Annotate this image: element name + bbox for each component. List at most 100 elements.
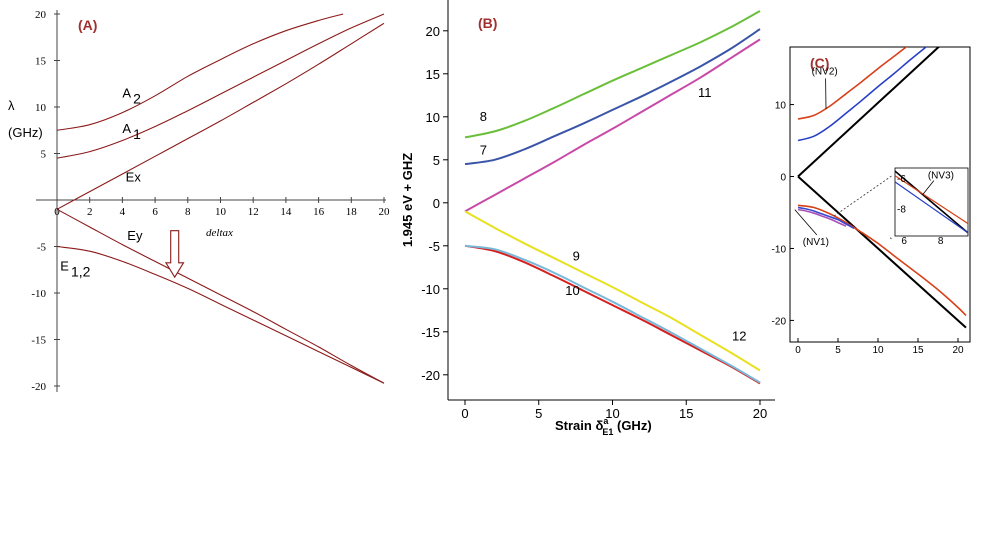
panel-b-series-line xyxy=(464,28,761,166)
panel-c-label: (C) xyxy=(810,55,829,71)
panel-a-x-tick-label: 12 xyxy=(248,206,259,218)
panel-b-x-tick-label: 10 xyxy=(605,406,619,421)
panel-b-series-line xyxy=(464,244,761,385)
panel-c-series-line xyxy=(797,175,967,329)
panel-c-x-tick-label: 20 xyxy=(952,345,964,356)
panel-c-inset-x-tick-label: 8 xyxy=(938,236,944,247)
panel-a-curve-label: E 1,2 xyxy=(60,259,90,280)
panel-c-x-tick-label: 15 xyxy=(912,345,924,356)
panel-a-y-tick-label: 10 xyxy=(35,102,47,114)
panel-a: (A) λ (GHz) deltax 0 2 4 6 8 10 12 14 16 18 202015… xyxy=(8,9,390,393)
panel-a-curve-label-main: A xyxy=(122,121,131,136)
panel-b-ylabel: 1.945 eV + GHZ xyxy=(400,153,415,247)
panel-a-x-tick-label: 14 xyxy=(280,206,292,218)
panel-b-y-tick-label: -10 xyxy=(421,282,440,297)
panel-a-series-line xyxy=(56,13,344,131)
panel-c-series-line xyxy=(797,208,847,227)
panel-a-y-tick-label: 15 xyxy=(35,56,47,68)
panel-a-y-tick-label: -10 xyxy=(31,288,46,300)
panel-c-inset-arrow xyxy=(922,180,935,196)
panel-c-inset-label: (NV3) xyxy=(928,171,954,182)
panel-a-x-tick-label: 20 xyxy=(379,206,391,218)
panel-b-series-label: 8 xyxy=(480,109,487,124)
panel-b-series-line xyxy=(464,10,761,139)
panel-a-series-line xyxy=(56,13,385,159)
panel-c-inset-series xyxy=(895,170,968,234)
panel-c-series-line xyxy=(797,204,967,316)
panel-c-y-tick-label: -10 xyxy=(772,244,787,255)
panel-a-x-tick-label: 8 xyxy=(185,206,191,218)
panel-c-series-line xyxy=(797,47,941,178)
panel-a-label: (A) xyxy=(78,17,97,33)
panel-c-inset-y-tick-label: -8 xyxy=(897,205,906,216)
panel-b-x-tick-label: 20 xyxy=(753,406,767,421)
panel-c-annotation-arrow xyxy=(794,209,818,236)
panel-a-series-line xyxy=(56,245,385,384)
panel-a-y-tick-label: -15 xyxy=(31,335,46,347)
panel-a-xlabel: deltax xyxy=(206,227,233,239)
panel-b-label: (B) xyxy=(478,15,497,31)
panel-b-xlabel: Strain δa E1 (GHz) xyxy=(555,416,652,437)
panel-b-y-tick-label: 20 xyxy=(426,24,440,39)
panel-a-arrow xyxy=(164,230,185,279)
panel-a-curve-label-sub: 1,2 xyxy=(71,264,91,280)
panel-b-series-label: 9 xyxy=(573,248,580,263)
panel-a-curve-label-main: A xyxy=(122,86,131,101)
panel-a-x-tick-label: 18 xyxy=(346,206,358,218)
panel-b-x-tick-label: 15 xyxy=(679,406,693,421)
panel-b-series-line xyxy=(464,210,761,372)
panel-a-x-tick-label: 10 xyxy=(215,206,227,218)
panel-a-ylabel-symbol: λ xyxy=(8,98,15,113)
panel-a-y-tick-label: -5 xyxy=(37,242,47,254)
panel-a-series-line xyxy=(56,208,385,384)
panel-a-x-tick-label: 16 xyxy=(313,206,325,218)
panel-b-series-label: 12 xyxy=(732,328,746,343)
panel-b-series-label: 7 xyxy=(480,143,487,158)
panel-b-y-tick-label: -20 xyxy=(421,368,440,383)
panel-c-y-tick-label: -20 xyxy=(772,316,787,327)
panel-c-frame xyxy=(789,46,971,343)
panel-c-inset-line xyxy=(895,181,968,234)
panel-b-x-tick-label: 5 xyxy=(535,406,542,421)
panel-c-y-tick-label: 10 xyxy=(775,101,787,112)
panel-c-series-line xyxy=(797,47,908,120)
panel-a-x-tick-label: 4 xyxy=(120,206,126,218)
panel-b-y-tick-label: 15 xyxy=(426,67,440,82)
panel-a-y-tick-label: 20 xyxy=(35,9,47,21)
panel-b-x-tick-label: 0 xyxy=(461,406,468,421)
panel-a-curve-label-main: E xyxy=(60,259,69,274)
panel-a-curve-label: Ex xyxy=(126,169,142,184)
panel-a-curve-label: Ey xyxy=(127,228,143,243)
panel-a-x-tick-label: 0 xyxy=(54,206,60,218)
panel-b-y-tick-label: -5 xyxy=(428,239,440,254)
panel-b-y-tick-label: 0 xyxy=(433,196,440,211)
panel-c-zoom-connector xyxy=(833,174,894,217)
panel-b-series-label: 11 xyxy=(698,85,712,100)
panel-c-inset-y-tick-label: -6 xyxy=(897,174,906,185)
panel-c-series-line xyxy=(797,206,855,230)
panel-b-y-tick-label: -15 xyxy=(421,325,440,340)
panel-b-series-label: 10 xyxy=(565,283,579,298)
panel-a-x-tick-label: 6 xyxy=(152,206,158,218)
panel-a-curve-label-sub: 2 xyxy=(133,91,141,107)
panel-a-curve-label-sub: 1 xyxy=(133,126,141,142)
panel-b-series-line xyxy=(464,244,761,384)
panel-c-annotation: (NV1) xyxy=(803,237,829,248)
panel-c-x-tick-label: 5 xyxy=(835,345,841,356)
panel-a-x-tick-label: 2 xyxy=(87,206,93,218)
panel-c-series-line xyxy=(797,47,928,142)
panel-b-series-line xyxy=(464,38,761,213)
panel-c-annotation: (NV2) xyxy=(812,66,838,77)
panel-c-inset-x-tick-label: 6 xyxy=(901,236,907,247)
panel-b: (B) 1.945 eV + GHZ Strain δa E1 (GHz) 0 5 1… xyxy=(400,0,775,437)
panel-c-y-tick-label: 0 xyxy=(780,173,786,184)
panel-c-zoom-connector xyxy=(889,237,894,241)
panel-a-series-line xyxy=(56,22,385,210)
panel-c-x-tick-label: 0 xyxy=(795,345,801,356)
panel-c: (C) 0 5 10 15 20 10 0 -10 -20 (NV2) (NV1) 6 8 -6 -8 (… xyxy=(772,46,971,356)
panel-c-inset-line xyxy=(895,175,968,225)
panel-a-y-tick-label: 5 xyxy=(41,149,47,161)
